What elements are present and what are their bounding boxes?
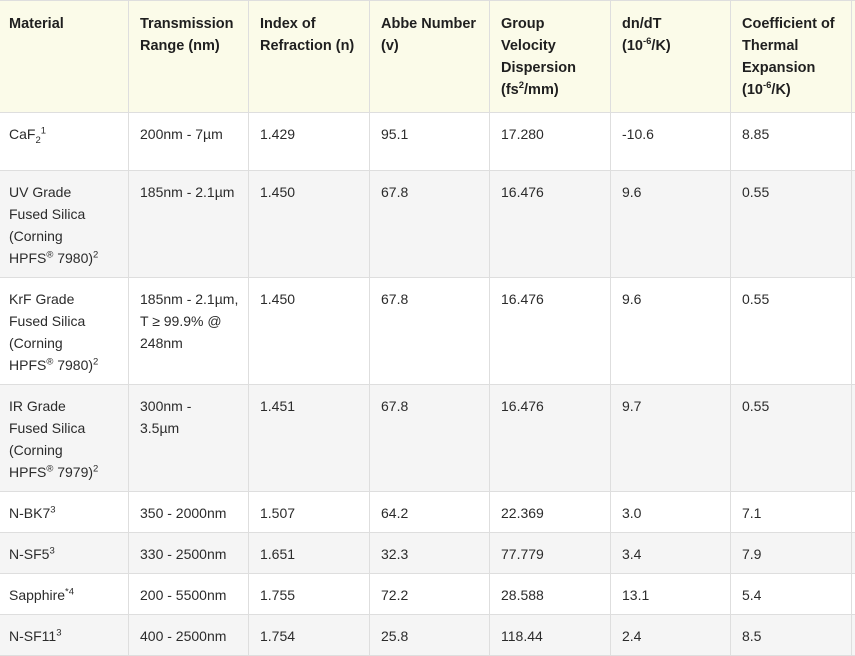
header-row: Material Transmission Range (nm) Index o… [0,1,855,113]
overflow-cell [852,385,855,492]
material-cell: KrF Grade Fused Silica (Corning HPFS® 79… [0,278,129,385]
cte-cell: 7.1 [731,492,852,533]
index-cell: 1.450 [249,278,370,385]
abbe-cell: 72.2 [370,574,490,615]
cte-cell: 0.55 [731,278,852,385]
transmission-cell: 330 - 2500nm [129,533,249,574]
table-row: KrF Grade Fused Silica (Corning HPFS® 79… [0,278,855,385]
index-cell: 1.429 [249,113,370,171]
gvd-cell: 77.779 [490,533,611,574]
table-row: UV Grade Fused Silica (Corning HPFS® 798… [0,171,855,278]
gvd-cell: 28.588 [490,574,611,615]
cte-cell: 8.5 [731,615,852,656]
overflow-cell [852,113,855,171]
dndt-cell: 3.4 [611,533,731,574]
header-abbe-number: Abbe Number (v) [370,1,490,113]
transmission-cell: 185nm - 2.1µm, T ≥ 99.9% @ 248nm [129,278,249,385]
overflow-cell [852,492,855,533]
transmission-cell: 400 - 2500nm [129,615,249,656]
material-cell: N-SF113 [0,615,129,656]
index-cell: 1.451 [249,385,370,492]
dndt-cell: -10.6 [611,113,731,171]
gvd-cell: 17.280 [490,113,611,171]
material-cell: N-SF53 [0,533,129,574]
overflow-cell [852,615,855,656]
transmission-cell: 350 - 2000nm [129,492,249,533]
transmission-cell: 185nm - 2.1µm [129,171,249,278]
table-row: CaF21 200nm - 7µm 1.429 95.1 17.280 -10.… [0,113,855,171]
header-thermal-expansion: Coefficient of Thermal Expansion (10-6/K… [731,1,852,113]
header-material: Material [0,1,129,113]
table-row: IR Grade Fused Silica (Corning HPFS® 797… [0,385,855,492]
abbe-cell: 67.8 [370,278,490,385]
material-cell: UV Grade Fused Silica (Corning HPFS® 798… [0,171,129,278]
abbe-cell: 64.2 [370,492,490,533]
index-cell: 1.754 [249,615,370,656]
table-row: Sapphire*4 200 - 5500nm 1.755 72.2 28.58… [0,574,855,615]
transmission-cell: 200nm - 7µm [129,113,249,171]
index-cell: 1.507 [249,492,370,533]
overflow-cell [852,574,855,615]
material-cell: CaF21 [0,113,129,171]
gvd-cell: 118.44 [490,615,611,656]
table-row: N-BK73 350 - 2000nm 1.507 64.2 22.369 3.… [0,492,855,533]
dndt-cell: 3.0 [611,492,731,533]
overflow-cell [852,278,855,385]
header-dn-dt: dn/dT (10-6/K) [611,1,731,113]
dndt-cell: 9.6 [611,171,731,278]
header-transmission-range: Transmission Range (nm) [129,1,249,113]
dndt-cell: 13.1 [611,574,731,615]
abbe-cell: 25.8 [370,615,490,656]
table-row: N-SF53 330 - 2500nm 1.651 32.3 77.779 3.… [0,533,855,574]
table-header: Material Transmission Range (nm) Index o… [0,1,855,113]
material-cell: N-BK73 [0,492,129,533]
header-group-velocity-dispersion: Group Velocity Dispersion (fs2/mm) [490,1,611,113]
abbe-cell: 67.8 [370,385,490,492]
dndt-cell: 9.7 [611,385,731,492]
header-overflow-column [852,1,855,113]
cte-cell: 8.85 [731,113,852,171]
transmission-cell: 300nm - 3.5µm [129,385,249,492]
transmission-cell: 200 - 5500nm [129,574,249,615]
index-cell: 1.450 [249,171,370,278]
index-cell: 1.651 [249,533,370,574]
gvd-cell: 16.476 [490,171,611,278]
cte-cell: 0.55 [731,171,852,278]
header-index-of-refraction: Index of Refraction (n) [249,1,370,113]
abbe-cell: 67.8 [370,171,490,278]
dndt-cell: 2.4 [611,615,731,656]
cte-cell: 5.4 [731,574,852,615]
table-body: CaF21 200nm - 7µm 1.429 95.1 17.280 -10.… [0,113,855,656]
abbe-cell: 95.1 [370,113,490,171]
table-row: N-SF113 400 - 2500nm 1.754 25.8 118.44 2… [0,615,855,656]
cte-cell: 7.9 [731,533,852,574]
material-cell: IR Grade Fused Silica (Corning HPFS® 797… [0,385,129,492]
material-cell: Sapphire*4 [0,574,129,615]
overflow-cell [852,533,855,574]
index-cell: 1.755 [249,574,370,615]
abbe-cell: 32.3 [370,533,490,574]
dndt-cell: 9.6 [611,278,731,385]
overflow-cell [852,171,855,278]
gvd-cell: 16.476 [490,385,611,492]
cte-cell: 0.55 [731,385,852,492]
gvd-cell: 22.369 [490,492,611,533]
gvd-cell: 16.476 [490,278,611,385]
